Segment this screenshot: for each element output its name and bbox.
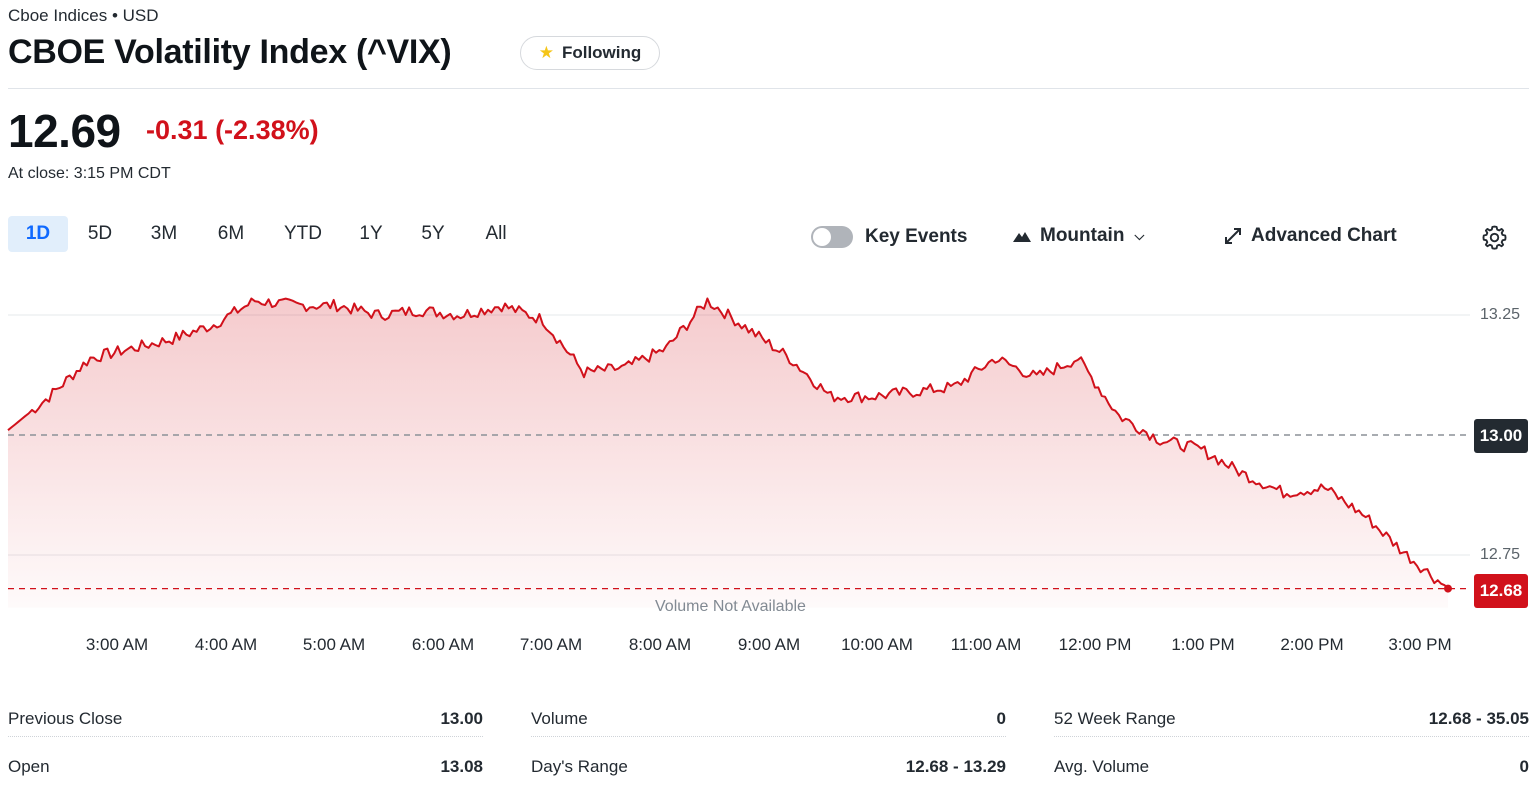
x-tick-label: 8:00 AM [628,635,692,654]
range-tab-3m[interactable]: 3M [150,223,178,244]
range-tab-6m[interactable]: 6M [217,223,245,244]
stat-volume: Volume 0 [531,700,1006,738]
volume-note: Volume Not Available [655,598,806,615]
x-tick-label: 5:00 AM [302,635,366,654]
stat-label: Day's Range [531,757,628,776]
price-chart[interactable] [0,260,1537,620]
x-tick-label: 11:00 AM [950,635,1022,654]
range-tab-1d[interactable]: 1D [8,216,68,252]
stat-value: 13.08 [440,757,483,776]
last-price-badge: 12.68 [1474,574,1528,608]
stat-label: Volume [531,709,588,728]
x-tick-label: 3:00 PM [1388,635,1452,654]
stat-value: 0 [1519,757,1529,776]
x-tick-label: 7:00 AM [519,635,583,654]
chart-type-label: Mountain [1040,225,1125,246]
stat-52-week-range: 52 Week Range 12.68 - 35.05 [1054,700,1529,738]
key-events-label[interactable]: Key Events [865,226,968,247]
stat-label: Open [8,757,50,776]
stat-label: Previous Close [8,709,123,728]
x-tick-label: 12:00 PM [1058,635,1132,654]
price-area [8,298,1448,608]
previous-close-badge: 13.00 [1474,419,1528,453]
following-button[interactable]: ★ Following [520,36,660,70]
range-tab-1y[interactable]: 1Y [359,223,383,244]
toggle-knob [813,228,831,246]
x-tick-label: 2:00 PM [1280,635,1344,654]
current-price: 12.69 [8,105,121,157]
range-tabs: 1D 5D 3M 6M YTD 1Y 5Y All [8,216,528,252]
range-tab-ytd[interactable]: YTD [284,223,322,244]
stat-value: 13.00 [440,709,483,728]
stat-previous-close: Previous Close 13.00 [8,700,483,738]
chevron-down-icon: ⌵ [1134,228,1145,243]
range-tab-5d[interactable]: 5D [87,223,113,244]
range-tab-all[interactable]: All [485,223,507,244]
last-price-dot [1444,584,1452,593]
stat-divider [1054,736,1529,737]
x-tick-label: 1:00 PM [1171,635,1235,654]
stat-avg-volume: Avg. Volume 0 [1054,748,1529,786]
following-label: Following [561,43,642,62]
header-divider [8,88,1529,89]
stat-value: 12.68 - 13.29 [905,757,1006,776]
change-value: -0.31 [146,115,208,145]
chart-type-dropdown[interactable]: Mountain ⌵ [1013,225,1144,247]
x-tick-label: 3:00 AM [85,635,149,654]
stat-divider [8,736,483,737]
key-events-toggle[interactable] [811,226,853,248]
x-tick-label: 9:00 AM [737,635,801,654]
advanced-chart-button[interactable]: Advanced Chart [1224,225,1397,247]
stat-divider [531,736,1006,737]
range-tab-5y[interactable]: 5Y [421,223,445,244]
star-icon: ★ [538,43,554,62]
change-percent: (-2.38%) [215,115,319,145]
exchange-currency: Cboe Indices • USD [8,6,159,25]
y-tick-label: 12.75 [1480,546,1521,563]
settings-gear-icon[interactable] [1482,225,1507,250]
x-tick-label: 6:00 AM [411,635,475,654]
stat-value: 0 [996,709,1006,728]
stat-value: 12.68 - 35.05 [1428,709,1529,728]
x-tick-label: 4:00 AM [194,635,258,654]
price-change: -0.31 (-2.38%) [146,115,319,146]
close-time: At close: 3:15 PM CDT [8,165,171,182]
page-title: CBOE Volatility Index (^VIX) [8,33,452,71]
stat-open: Open 13.08 [8,748,483,786]
expand-arrows-icon [1225,228,1241,244]
advanced-chart-label: Advanced Chart [1251,225,1397,246]
x-tick-label: 10:00 AM [841,635,913,654]
price-line [7,297,1449,590]
stat-label: 52 Week Range [1054,709,1176,728]
stat-label: Avg. Volume [1054,757,1150,776]
y-tick-label: 13.25 [1480,306,1521,323]
mountain-icon [1013,232,1031,242]
stat-days-range: Day's Range 12.68 - 13.29 [531,748,1006,786]
